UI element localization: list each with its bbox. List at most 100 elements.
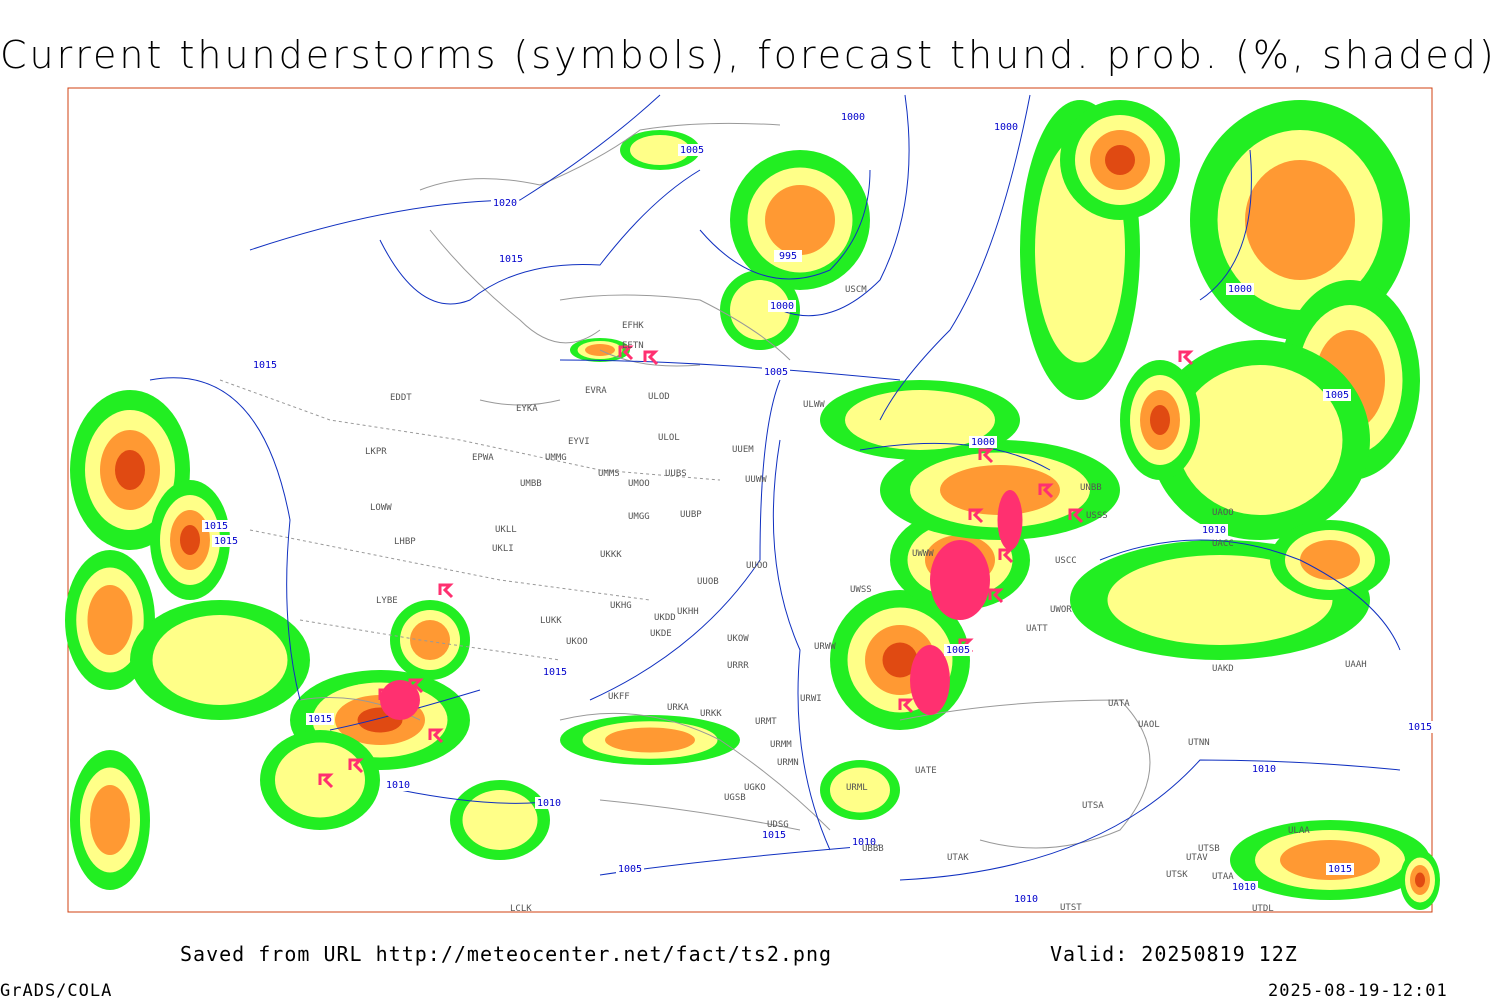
isobar-label: 1015 [253,360,277,371]
station-label: LHBP [394,537,416,547]
station-label: EVRA [585,386,607,396]
prob-area [1150,405,1170,435]
saved-url: Saved from URL http://meteocenter.net/fa… [180,942,832,966]
isobar-label-bg [202,520,230,532]
station-label: URMN [777,758,799,768]
isobar-label-bg [306,713,334,725]
station-label: UMMS [598,469,620,479]
station-label: URRR [727,661,749,671]
station-label: UKDE [650,629,672,639]
isobar-label: 1005 [1325,390,1349,401]
isobar-label-bg [616,863,644,875]
storm-cluster [380,680,420,720]
storm-symbol [348,758,364,774]
station-label: UUBS [665,469,687,479]
prob-area [765,185,835,255]
station-label: UKDD [654,613,676,623]
isobar-label-bg [1406,721,1434,733]
isobar-label: 1005 [680,145,704,156]
isobar-label-bg [760,829,788,841]
station-label: UKHH [677,607,699,617]
station-label: EDDT [390,393,412,403]
station-label: UAKD [1212,664,1234,674]
prob-area [115,450,145,490]
isobar-label: 1000 [971,437,995,448]
isobar-label-bg [1226,283,1254,295]
storm-cluster [930,540,990,620]
isobar-label: 1005 [764,367,788,378]
isobar-label-bg [768,300,796,312]
isobar-label: 1015 [1328,864,1352,875]
station-label: URWW [814,642,836,652]
station-label: UMOO [628,479,650,489]
station-label: UUOB [697,577,719,587]
storm-symbol [1178,350,1194,366]
isobar-label-bg [535,797,563,809]
storm-symbol [318,773,334,789]
isobar-label-bg [774,250,802,262]
station-label: USCM [845,285,867,295]
prob-area [830,767,890,813]
isobar-label: 1015 [762,830,786,841]
isobar-label-bg [839,111,867,123]
station-label: USSS [1086,511,1108,521]
isobar-label: 1015 [214,536,238,547]
station-label: EETN [622,341,644,351]
station-label: URML [846,783,868,793]
isobar-label-bg [969,436,997,448]
prob-area [1177,365,1343,515]
storm-symbols [318,345,1194,789]
station-label: ULWW [803,400,825,410]
prob-area [630,135,690,165]
isobar-label-bg [1200,524,1228,536]
isobar-label-bg [497,253,525,265]
isobar-label: 1015 [204,521,228,532]
station-label: UATA [1108,699,1130,709]
station-label: UKLI [492,544,514,554]
station-label: UAOL [1138,720,1160,730]
station-label: EYVI [568,437,590,447]
isobar-label-bg [1323,389,1351,401]
storm-symbol [988,588,1004,604]
isobar-label: 1015 [308,714,332,725]
station-label: URKK [700,709,722,719]
station-label: ULOL [658,433,680,443]
isobar-label: 1005 [946,645,970,656]
station-label: URMM [770,740,792,750]
station-label: UMBB [520,479,542,489]
station-label: LCLK [510,904,532,914]
isobar-label: 1010 [1202,525,1226,536]
station-label: UKHG [610,601,632,611]
station-label: LUKK [540,616,562,626]
software: GrADS/COLA [0,981,112,1000]
isobar-label-bg [762,366,790,378]
station-label: EPWA [472,453,494,463]
prob-area [1105,145,1135,175]
station-label: UWSS [850,585,872,595]
valid-time: Valid: 20250819 12Z [1050,942,1298,966]
isobar-label: 1020 [493,198,517,209]
coastlines [219,122,1151,849]
isobar-label: 1010 [1232,882,1256,893]
isobar-label: 1015 [499,254,523,265]
station-label: UTAV [1186,853,1208,863]
station-label: UTNN [1188,738,1210,748]
prob-area [462,790,538,850]
isobar-label-bg [944,644,972,656]
isobar-label: 1010 [537,798,561,809]
station-label: UUOO [746,561,768,571]
isobar-label: 1010 [386,780,410,791]
storm-symbol [1068,508,1084,524]
isobar-label: 1010 [1014,894,1038,905]
station-label: EFHK [622,321,644,331]
prob-area [180,525,200,555]
station-label: UTST [1060,903,1082,913]
isobar-label: 1015 [1408,722,1432,733]
station-label: UGKO [744,783,766,793]
isobar-label-bg [992,121,1020,133]
station-label: UUEM [732,445,754,455]
storm-symbol [898,698,914,714]
storm-symbol [438,583,454,599]
isobar-label-bg [1250,763,1278,775]
